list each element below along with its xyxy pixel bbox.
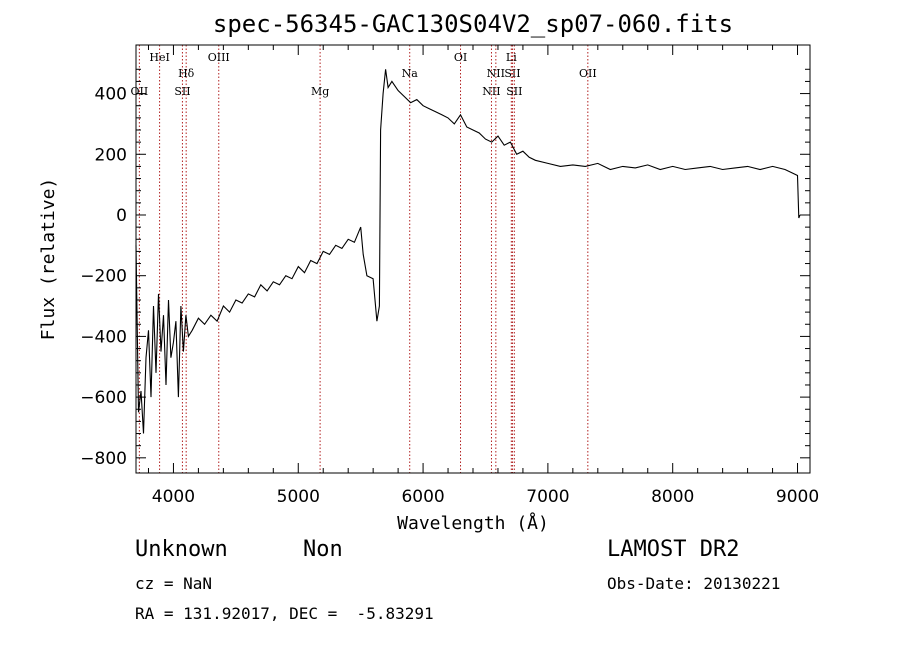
y-tick-label: −400: [80, 327, 127, 347]
x-tick-label: 4000: [152, 487, 195, 507]
y-tick-label: 200: [95, 145, 127, 165]
obs-date-label: Obs-Date: 20130221: [607, 574, 781, 593]
x-tick-label: 7000: [526, 487, 569, 507]
y-tick-label: 400: [95, 85, 127, 105]
y-axis-label: Flux (relative): [38, 178, 59, 341]
redshift-label: cz = NaN: [135, 574, 213, 593]
emission-line-label: OI: [454, 51, 467, 64]
emission-line-label: NII: [487, 67, 505, 80]
chart-title: spec-56345-GAC130S04V2_sp07-060.fits: [213, 10, 733, 38]
class-label: Unknown: [135, 537, 228, 562]
survey-label: LAMOST DR2: [607, 537, 740, 562]
x-tick-label: 6000: [401, 487, 444, 507]
emission-line-label: Li: [506, 51, 517, 64]
y-tick-label: −200: [80, 267, 127, 287]
emission-line-label: SII: [506, 85, 522, 98]
plot-frame: [135, 44, 811, 474]
x-tick-label: 9000: [776, 487, 819, 507]
y-tick-label: −800: [80, 449, 127, 469]
emission-line-label: OII: [579, 67, 597, 80]
y-tick-label: −600: [80, 388, 127, 408]
emission-line-label: Mg: [311, 85, 329, 98]
emission-line-label: Na: [402, 67, 419, 80]
spectrum-line: [135, 69, 801, 434]
emission-line-label: SII: [504, 67, 520, 80]
y-tick-label: 0: [116, 206, 127, 226]
emission-line-label: NII: [482, 85, 500, 98]
x-axis-label: Wavelength (Å): [397, 512, 549, 534]
emission-line-label: OII: [131, 85, 149, 98]
x-tick-label: 5000: [277, 487, 320, 507]
emission-line-label: Hδ: [178, 67, 195, 80]
emission-line-label: SII: [174, 85, 190, 98]
subclass-label: Non: [303, 537, 343, 562]
emission-line-label: OIII: [208, 51, 230, 64]
emission-line-label: HeI: [149, 51, 169, 64]
coordinates-label: RA = 131.92017, DEC = -5.83291: [135, 604, 434, 623]
x-tick-label: 8000: [651, 487, 694, 507]
